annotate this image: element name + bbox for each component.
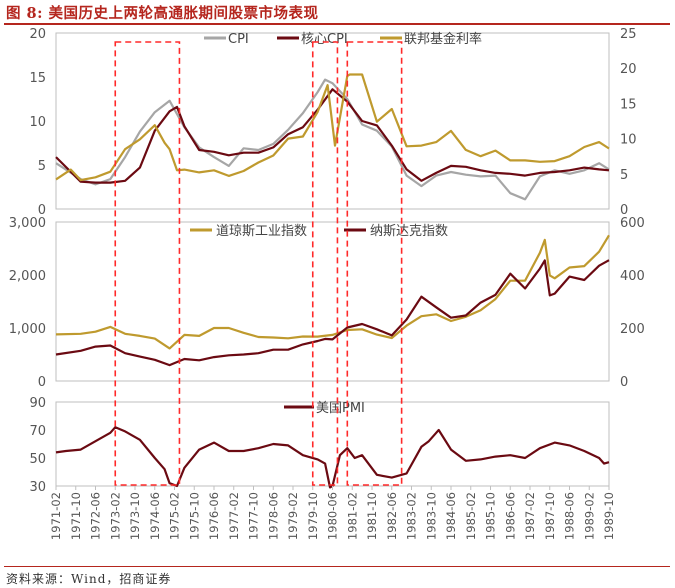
panel-frame: [55, 32, 610, 210]
y-tick-right: 600: [620, 216, 645, 231]
y-tick-right: 20: [620, 62, 637, 77]
y-tick-right: 200: [620, 322, 645, 337]
panel-frame: [55, 221, 610, 382]
series-line-1-2: [55, 88, 610, 184]
x-tick-label: 1982-06: [385, 492, 399, 540]
x-tick-label: 1973-02: [108, 492, 122, 540]
x-tick-label: 1987-02: [523, 492, 537, 540]
y-tick-right: 15: [620, 97, 637, 112]
y-tick-left: 3,000: [9, 216, 46, 231]
highlight-box: [346, 41, 403, 486]
x-tick-label: 1984-06: [444, 492, 458, 540]
y-tick-left: 50: [29, 452, 46, 467]
x-tick-label: 1985-10: [484, 492, 498, 540]
y-tick-right: 0: [620, 203, 628, 218]
figure-title: 图 8: 美国历史上两轮高通胀期间股票市场表现: [6, 5, 319, 22]
legend-panel-3: 美国PMI: [284, 401, 365, 416]
legend-panel-2: 道琼斯工业指数 纳斯达克指数: [190, 224, 448, 239]
y-tick-left: 10: [29, 115, 46, 130]
y-tick-right: 10: [620, 133, 637, 148]
y-tick-right: 25: [620, 27, 637, 42]
x-tick-label: 1985-02: [464, 492, 478, 540]
y-tick-left: 1,000: [9, 322, 46, 337]
y-tick-left: 5: [38, 159, 46, 174]
legend-dow: 道琼斯工业指数: [216, 224, 307, 239]
legend-cpi: CPI: [228, 32, 249, 47]
highlight-box: [311, 41, 339, 486]
x-tick-label: 1987-10: [543, 492, 557, 540]
x-tick-label: 1978-06: [266, 492, 280, 540]
x-tick-label: 1989-10: [602, 492, 616, 540]
x-tick-label: 1980-06: [326, 492, 340, 540]
y-tick-left: 90: [29, 396, 46, 411]
legend-nasdaq: 纳斯达克指数: [370, 224, 448, 239]
x-tick-label: 1977-10: [247, 492, 261, 540]
x-tick-label: 1976-06: [207, 492, 221, 540]
x-tick-label: 1977-02: [227, 492, 241, 540]
y-tick-right: 0: [620, 375, 628, 390]
x-tick-label: 1986-06: [503, 492, 517, 540]
x-axis: 1971-02 1971-10 1972-06 1973-02 1973-10 1974-…: [49, 486, 616, 540]
x-tick-label: 1983-02: [405, 492, 419, 540]
figure-source: 资料来源：Wind，招商证券: [6, 572, 172, 586]
x-tick-label: 1971-10: [69, 492, 83, 540]
legend-core-cpi: 核心CPI: [301, 32, 348, 47]
x-tick-label: 1975-02: [168, 492, 182, 540]
y-tick-left: 70: [29, 424, 46, 439]
y-tick-left: 0: [38, 375, 46, 390]
highlight-box: [114, 41, 181, 486]
y-tick-left: 2,000: [9, 269, 46, 284]
x-tick-label: 1979-10: [306, 492, 320, 540]
panel-2: 0 1,000 2,000 3,000 0 200 400 600: [9, 216, 645, 390]
panel-1: 0 5 10 15 20 0 5 10 15 20 25: [29, 27, 636, 218]
x-tick-label: 1981-10: [365, 492, 379, 540]
series-line-2-2: [55, 259, 610, 367]
title-rule: [4, 23, 670, 25]
x-tick-label: 1971-02: [49, 492, 63, 540]
x-tick-label: 1983-10: [424, 492, 438, 540]
y-tick-right: 5: [620, 168, 628, 183]
series-line-1-3: [55, 73, 610, 182]
x-tick-label: 1975-10: [187, 492, 201, 540]
highlight-boxes: [114, 41, 403, 486]
y-tick-right: 400: [620, 269, 645, 284]
legend-panel-1: CPI 核心CPI 联邦基金利率: [204, 31, 482, 47]
y-tick-left: 0: [38, 203, 46, 218]
legend-pmi: 美国PMI: [316, 401, 365, 416]
y-tick-left: 20: [29, 27, 46, 42]
x-tick-label: 1988-06: [563, 492, 577, 540]
series-line-2-1: [55, 234, 610, 350]
y-tick-left: 15: [29, 71, 46, 86]
x-tick-label: 1981-02: [345, 492, 359, 540]
x-tick-label: 1974-06: [148, 492, 162, 540]
x-tick-label: 1973-10: [128, 492, 142, 540]
source-rule: [4, 566, 670, 567]
x-tick-label: 1972-06: [89, 492, 103, 540]
series-line-3-1: [55, 426, 610, 489]
x-tick-label: 1979-02: [286, 492, 300, 540]
legend-fed-funds: 联邦基金利率: [404, 31, 482, 47]
y-tick-left: 30: [29, 480, 46, 495]
series-line-1-1: [55, 78, 610, 201]
x-tick-label: 1989-02: [582, 492, 596, 540]
